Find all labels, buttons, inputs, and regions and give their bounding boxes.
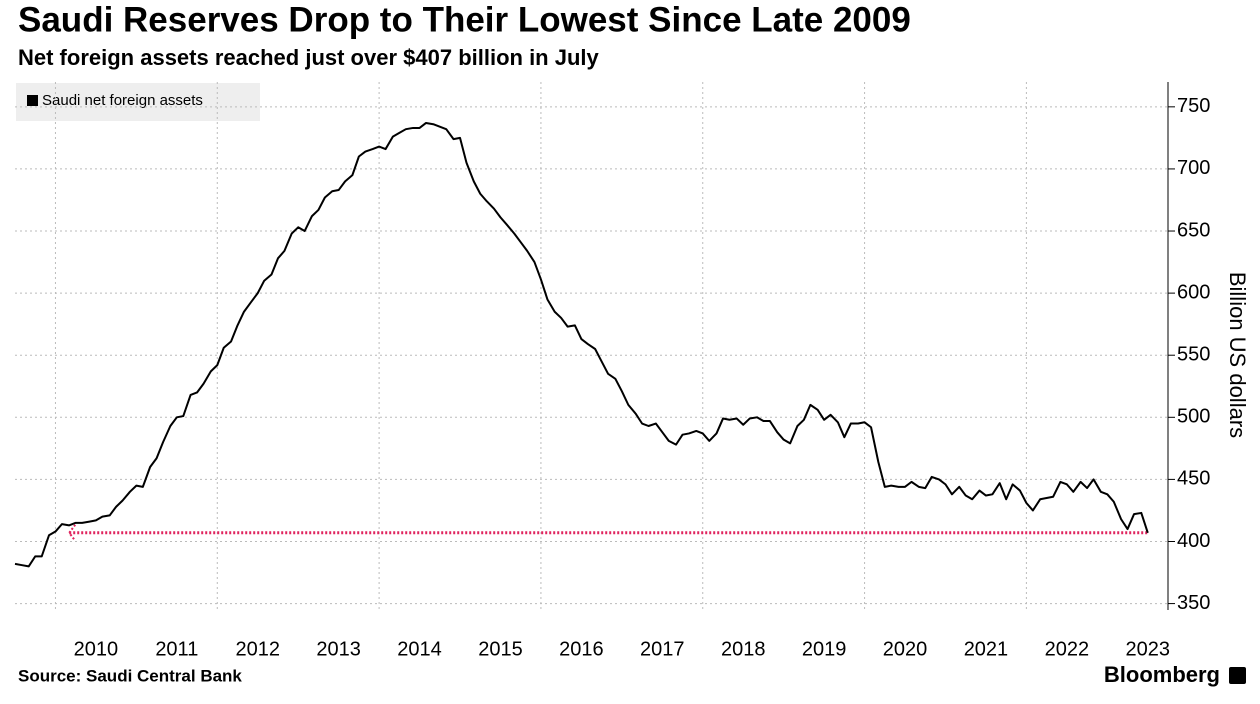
chart-subtitle: Net foreign assets reached just over $40… [18, 45, 600, 70]
y-tick-label: 550 [1177, 343, 1210, 365]
x-tick-label: 2010 [74, 638, 119, 660]
y-tick-label: 700 [1177, 157, 1210, 179]
x-tick-label: 2013 [316, 638, 361, 660]
x-tick-label: 2023 [1126, 638, 1171, 660]
x-tick-label: 2017 [640, 638, 685, 660]
brand: Bloomberg [1104, 662, 1220, 687]
reference-arrow [67, 524, 77, 542]
x-tick-label: 2016 [559, 638, 604, 660]
y-tick-label: 500 [1177, 406, 1210, 428]
y-tick-label: 750 [1177, 95, 1210, 117]
x-tick-label: 2014 [397, 638, 442, 660]
legend-label: Saudi net foreign assets [42, 92, 203, 109]
y-axis-label: Billion US dollars [1225, 272, 1250, 438]
y-tick-label: 650 [1177, 219, 1210, 241]
chart-title: Saudi Reserves Drop to Their Lowest Sinc… [18, 0, 911, 39]
legend-swatch [27, 95, 38, 106]
x-tick-label: 2011 [155, 638, 198, 660]
x-tick-label: 2012 [235, 638, 280, 660]
x-tick-label: 2021 [964, 638, 1009, 660]
x-tick-label: 2019 [802, 638, 847, 660]
brand-logo [1229, 667, 1246, 684]
x-tick-label: 2020 [883, 638, 928, 660]
x-tick-label: 2018 [721, 638, 766, 660]
y-tick-label: 450 [1177, 468, 1210, 490]
y-tick-label: 350 [1177, 592, 1210, 614]
y-tick-label: 600 [1177, 281, 1210, 303]
legend-box [16, 83, 260, 121]
source: Source: Saudi Central Bank [18, 666, 242, 685]
data-line [14, 121, 1149, 568]
y-tick-label: 400 [1177, 530, 1210, 552]
x-tick-label: 2015 [478, 638, 523, 660]
x-tick-label: 2022 [1045, 638, 1090, 660]
